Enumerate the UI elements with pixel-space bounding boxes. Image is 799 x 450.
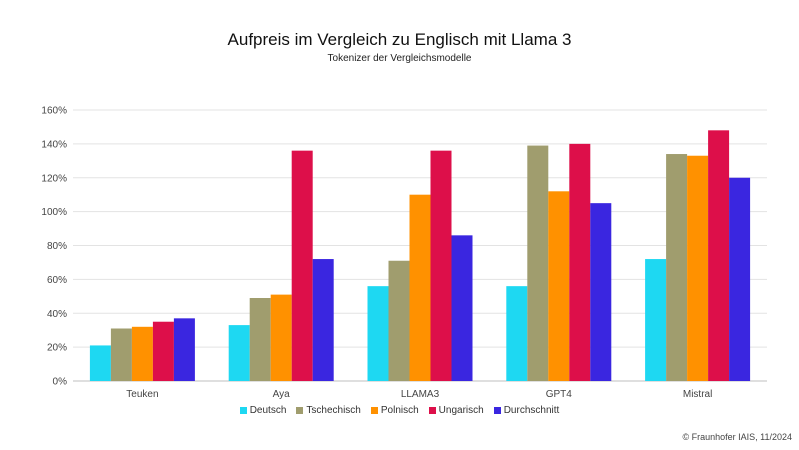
bar-chart: 0% 20% 40% 60% 80% 100% 120% 140% 160% Teuken Aya… bbox=[41, 106, 767, 400]
legend-item: Polnisch bbox=[370, 405, 419, 416]
bar-deutsch-aya bbox=[228, 325, 250, 381]
legend-item: Deutsch bbox=[239, 405, 287, 416]
bar-ungarisch-llama3 bbox=[430, 150, 452, 381]
x-tick-label: LLAMA3 bbox=[401, 389, 440, 400]
bar-deutsch-llama3 bbox=[367, 286, 389, 381]
y-tick-label: 40% bbox=[47, 309, 67, 320]
bar-durchschnitt-llama3 bbox=[451, 235, 473, 381]
y-tick-label: 160% bbox=[41, 106, 67, 117]
legend: Deutsch Tschechisch Polnisch Ungarisch Durch… bbox=[0, 405, 799, 416]
bar-deutsch-teuken bbox=[89, 345, 111, 381]
bar-polnisch-teuken bbox=[131, 326, 153, 381]
bar-tschechisch-aya bbox=[249, 298, 271, 381]
x-tick-label: Aya bbox=[273, 389, 290, 400]
bar-tschechisch-mistral bbox=[666, 154, 688, 381]
bar-tschechisch-gpt4 bbox=[527, 145, 549, 381]
bar-polnisch-aya bbox=[270, 294, 292, 381]
bar-ungarisch-gpt4 bbox=[569, 143, 591, 381]
bar-ungarisch-aya bbox=[291, 150, 313, 381]
chart-title: Aufpreis im Vergleich zu Englisch mit Ll… bbox=[227, 30, 572, 49]
legend-swatch bbox=[296, 407, 304, 414]
legend-label: Deutsch bbox=[249, 405, 287, 416]
y-tick-label: 0% bbox=[53, 377, 68, 388]
bar-deutsch-mistral bbox=[645, 259, 667, 381]
legend-label: Durchschnitt bbox=[503, 405, 560, 416]
bar-ungarisch-teuken bbox=[152, 321, 174, 381]
legend-item: Tschechisch bbox=[296, 405, 361, 416]
y-tick-label: 140% bbox=[41, 139, 67, 150]
legend-swatch bbox=[493, 407, 501, 414]
legend-swatch bbox=[428, 407, 436, 414]
bar-durchschnitt-gpt4 bbox=[590, 203, 612, 381]
y-axis-ticks: 0% 20% 40% 60% 80% 100% 120% 140% 160% bbox=[41, 106, 67, 388]
legend-swatch bbox=[239, 407, 247, 414]
y-tick-label: 80% bbox=[47, 241, 67, 252]
bar-ungarisch-mistral bbox=[708, 130, 730, 381]
legend-label: Tschechisch bbox=[306, 405, 361, 416]
copyright-notice: © Fraunhofer IAIS, 11/2024 bbox=[682, 432, 792, 442]
legend-item: Ungarisch bbox=[428, 405, 484, 416]
x-tick-label: Mistral bbox=[683, 389, 712, 400]
bar-durchschnitt-mistral bbox=[729, 177, 751, 381]
chart-subtitle: Tokenizer der Vergleichsmodelle bbox=[327, 53, 472, 64]
bar-durchschnitt-aya bbox=[312, 259, 334, 381]
bar-tschechisch-teuken bbox=[110, 328, 132, 381]
y-tick-label: 60% bbox=[47, 275, 67, 286]
x-axis-ticks: Teuken Aya LLAMA3 GPT4 Mistral bbox=[126, 389, 712, 400]
x-tick-label: Teuken bbox=[126, 389, 158, 400]
bar-polnisch-llama3 bbox=[409, 194, 431, 381]
bars bbox=[89, 130, 751, 381]
y-tick-label: 100% bbox=[41, 207, 67, 218]
legend-item: Durchschnitt bbox=[493, 405, 560, 416]
y-tick-label: 120% bbox=[41, 173, 67, 184]
bar-polnisch-mistral bbox=[687, 155, 709, 381]
y-tick-label: 20% bbox=[47, 343, 67, 354]
legend-label: Polnisch bbox=[380, 405, 419, 416]
bar-tschechisch-llama3 bbox=[388, 260, 410, 381]
bar-durchschnitt-teuken bbox=[173, 318, 195, 381]
x-tick-label: GPT4 bbox=[546, 389, 573, 400]
bar-polnisch-gpt4 bbox=[548, 191, 570, 381]
legend-label: Ungarisch bbox=[438, 405, 484, 416]
legend-swatch bbox=[370, 407, 378, 414]
bar-deutsch-gpt4 bbox=[506, 286, 528, 381]
